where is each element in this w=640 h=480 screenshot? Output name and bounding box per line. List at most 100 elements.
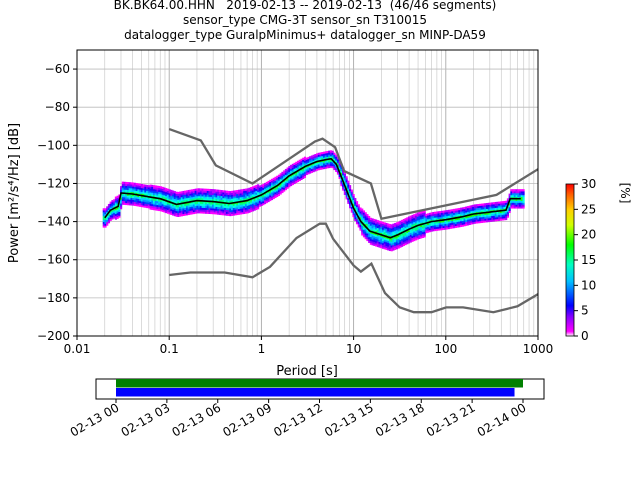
heatmap-cell xyxy=(362,229,366,232)
heatmap-cell xyxy=(302,161,305,164)
heatmap-cell xyxy=(508,205,511,208)
heatmap-cell xyxy=(479,207,482,210)
heatmap-cell xyxy=(196,205,199,208)
heatmap-cell xyxy=(472,220,475,223)
heatmap-cell xyxy=(366,215,369,219)
heatmap-cell xyxy=(466,217,470,220)
heatmap-cell xyxy=(369,223,372,226)
heatmap-cell xyxy=(411,216,414,219)
heatmap-cell xyxy=(149,184,152,187)
heatmap-cell xyxy=(321,165,324,168)
heatmap-cell xyxy=(166,203,170,207)
heatmap-cell xyxy=(513,206,516,209)
heatmap-cell xyxy=(283,170,286,173)
heatmap-cell xyxy=(257,188,260,191)
heatmap-cell xyxy=(477,219,480,222)
heatmap-cell xyxy=(470,214,473,217)
heatmap-cell xyxy=(515,194,518,198)
heatmap-cell xyxy=(466,211,470,214)
heatmap-cell xyxy=(107,217,111,220)
heatmap-cell xyxy=(267,186,270,189)
heatmap-cell xyxy=(343,192,346,195)
heatmap-cell xyxy=(220,197,223,200)
heatmap-cell xyxy=(408,231,411,234)
heatmap-cell xyxy=(267,192,270,195)
heatmap-cell xyxy=(229,206,232,209)
heatmap-cell xyxy=(371,218,374,221)
heatmap-cell xyxy=(439,228,442,231)
heatmap-cell xyxy=(357,211,360,215)
heatmap-cell xyxy=(147,187,150,190)
heatmap-cell xyxy=(227,206,230,209)
heatmap-cell xyxy=(366,236,369,240)
heatmap-cell xyxy=(357,206,360,209)
heatmap-cell xyxy=(165,209,168,212)
time-tick-label: 02-13 06 xyxy=(170,400,224,439)
heatmap-cell xyxy=(130,191,133,195)
heatmap-cell xyxy=(123,197,126,200)
heatmap-cell xyxy=(114,217,117,220)
heatmap-cell xyxy=(317,156,320,159)
heatmap-cell xyxy=(243,198,246,201)
heatmap-cell xyxy=(184,205,187,209)
heatmap-cell xyxy=(376,223,379,227)
heatmap-cell xyxy=(283,187,286,190)
heatmap-cell xyxy=(206,202,209,205)
heatmap-cell xyxy=(390,249,393,252)
heatmap-cell xyxy=(484,203,487,206)
heatmap-cell xyxy=(144,196,147,199)
heatmap-cell xyxy=(385,224,388,228)
heatmap-cell xyxy=(180,208,183,211)
heatmap-cell xyxy=(498,205,501,208)
heatmap-cell xyxy=(487,202,490,205)
heatmap-cell xyxy=(489,202,492,205)
heatmap-cell xyxy=(284,186,287,189)
heatmap-cell xyxy=(215,210,218,213)
heatmap-cell xyxy=(125,181,128,185)
heatmap-cell xyxy=(489,215,492,219)
heatmap-cell xyxy=(331,152,334,155)
heatmap-cell xyxy=(375,223,378,226)
heatmap-cell xyxy=(307,160,310,163)
heatmap-cell xyxy=(423,223,426,227)
heatmap-cell xyxy=(241,198,244,201)
heatmap-cell xyxy=(114,209,117,213)
heatmap-cell xyxy=(104,213,107,217)
heatmap-cell xyxy=(217,195,220,198)
heatmap-cell xyxy=(248,197,251,200)
heatmap-cell xyxy=(491,206,494,209)
heatmap-cell xyxy=(447,215,451,218)
heatmap-cell xyxy=(184,196,187,199)
heatmap-cell xyxy=(491,202,494,205)
heatmap-cell xyxy=(451,211,454,214)
heatmap-cell xyxy=(253,191,256,194)
heatmap-cell xyxy=(118,205,121,209)
heatmap-cell xyxy=(404,242,407,246)
heatmap-cell xyxy=(238,189,241,192)
heatmap-cell xyxy=(255,190,258,193)
heatmap-cell xyxy=(180,212,183,215)
heatmap-cell xyxy=(187,195,190,198)
heatmap-cell xyxy=(456,223,459,226)
heatmap-cell xyxy=(296,176,300,179)
heatmap-cell xyxy=(151,207,154,210)
heatmap-cell xyxy=(232,194,235,197)
heatmap-cell xyxy=(418,219,421,222)
heatmap-cell xyxy=(135,204,138,207)
heatmap-cell xyxy=(132,197,135,200)
heatmap-cell xyxy=(414,236,418,239)
heatmap-cell xyxy=(189,195,192,198)
heatmap-cell xyxy=(291,180,294,184)
heatmap-cell xyxy=(248,193,251,196)
heatmap-cell xyxy=(427,230,430,233)
heatmap-cell xyxy=(227,200,230,203)
heatmap-cell xyxy=(440,220,444,223)
heatmap-cell xyxy=(368,240,371,243)
heatmap-cell xyxy=(406,221,409,224)
heatmap-cell xyxy=(444,223,447,226)
heatmap-cell xyxy=(392,240,395,244)
heatmap-cell xyxy=(267,188,270,191)
heatmap-cell xyxy=(477,203,480,207)
heatmap-cell xyxy=(392,244,395,247)
heatmap-cell xyxy=(473,204,477,207)
